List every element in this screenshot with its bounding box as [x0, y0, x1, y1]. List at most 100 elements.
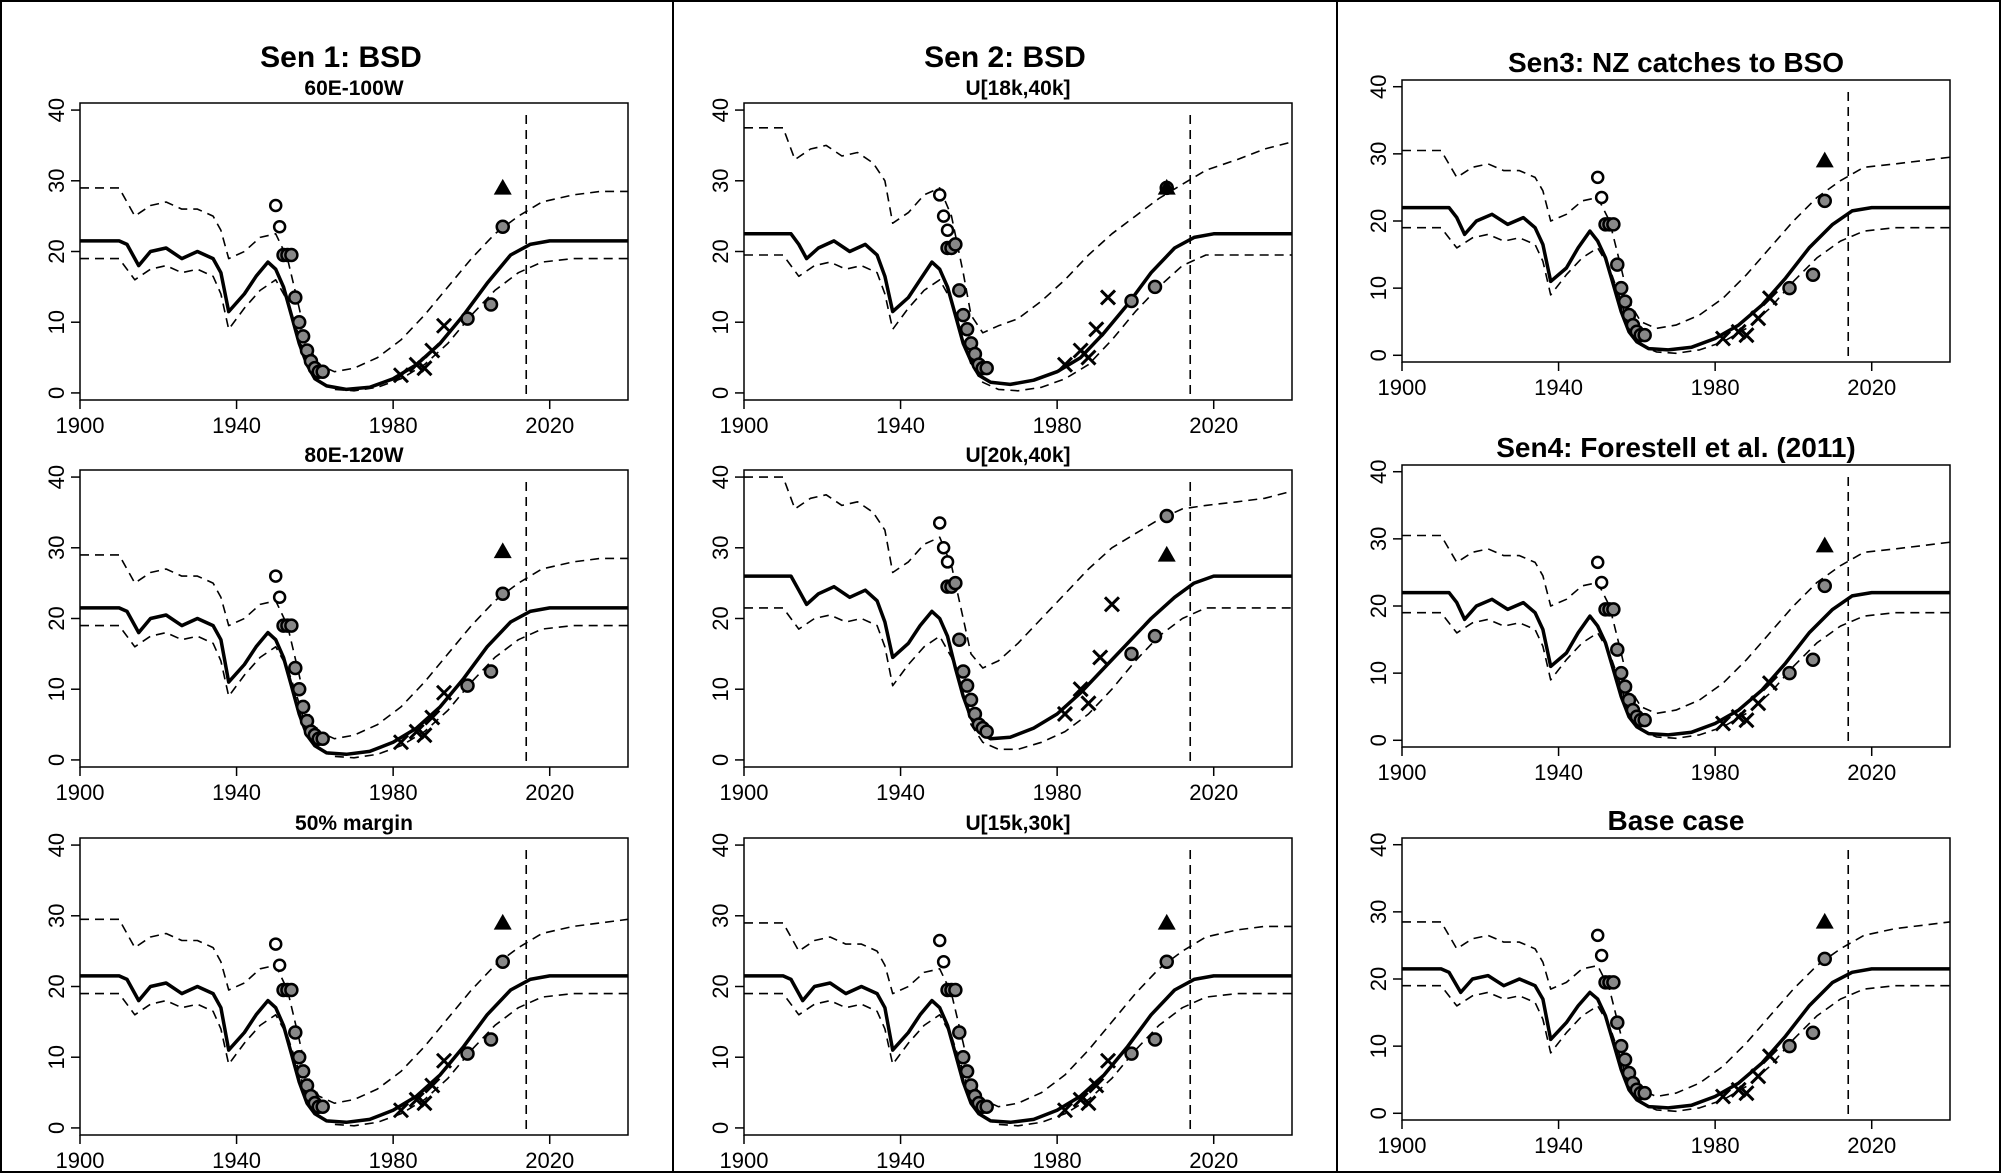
filled-circle-point	[1817, 193, 1832, 209]
triangle-point	[1157, 913, 1176, 930]
filled-circle-point	[1805, 652, 1821, 667]
y-tick-label: 30	[44, 169, 69, 193]
y-tick-label: 10	[708, 677, 733, 701]
y-tick-label: 0	[708, 387, 733, 399]
x-tick-label: 1980	[369, 1148, 418, 1173]
cross-point	[435, 317, 453, 334]
open-circle-point	[1590, 555, 1605, 570]
filled-circle-point	[979, 724, 994, 739]
open-circle-point	[268, 198, 283, 213]
filled-circle-point	[291, 681, 307, 697]
median-trajectory-line	[80, 239, 628, 392]
y-tick-label: 20	[1366, 209, 1391, 233]
cross-point	[1738, 712, 1755, 729]
filled-circle-point	[1613, 665, 1629, 681]
filled-circle-point	[959, 1064, 975, 1079]
column-title-sen2: Sen 2: BSD	[924, 41, 1086, 74]
panel-title: 60E-100W	[304, 77, 403, 100]
cross-point	[424, 1077, 441, 1094]
interval-bound-line	[1402, 984, 1950, 1113]
open-circle-point	[932, 933, 947, 948]
y-tick-label: 30	[44, 536, 69, 560]
y-tick-label: 40	[708, 465, 733, 489]
y-tick-label: 20	[708, 606, 733, 630]
cross-point	[1080, 1095, 1097, 1112]
filled-circle-point	[295, 699, 311, 715]
panel-p31: 50% margin 1900 1940 1980 2020 0 10 20 30 40	[44, 812, 629, 1173]
x-tick-label: 1980	[1691, 1133, 1740, 1158]
cross-point	[1750, 1068, 1767, 1085]
filled-circle-point	[295, 1064, 311, 1079]
filled-circle-point	[1147, 279, 1163, 295]
open-circle-point	[272, 958, 287, 973]
filled-circle-point	[1805, 267, 1821, 282]
filled-circle-point	[483, 297, 499, 312]
filled-circle-point	[1637, 327, 1652, 343]
y-tick-label: 20	[44, 974, 69, 998]
x-tick-label: 1980	[369, 780, 418, 805]
interval-bound-line	[744, 127, 1292, 334]
open-circle-point	[936, 541, 951, 555]
filled-circle-point	[955, 307, 971, 323]
x-tick-label: 1940	[212, 780, 261, 805]
filled-circle-point	[1124, 646, 1139, 662]
y-tick-label: 40	[708, 98, 733, 122]
cross-point	[1099, 1052, 1117, 1069]
y-tick-label: 20	[708, 974, 733, 998]
cross-point	[1714, 715, 1732, 732]
interval-bound-line	[1402, 611, 1950, 740]
cross-point	[435, 1052, 453, 1069]
cross-point	[1099, 289, 1117, 306]
panel-p21: 80E-120W 1900 1940 1980 2020 0 10 20 30 40	[44, 444, 629, 805]
filled-circle-point	[979, 1099, 994, 1114]
y-tick-label: 10	[1366, 276, 1391, 300]
cross-point	[1080, 349, 1097, 366]
y-tick-label: 30	[708, 536, 733, 560]
filled-circle-point	[948, 237, 963, 252]
filled-circle-point	[959, 678, 975, 693]
panel-p11: 60E-100W 1900 1940 1980 2020 0 10 20 30 40	[44, 77, 629, 438]
panel-p33: Base case 1900 1940 1980 2020 0 10 20 30 40	[1366, 805, 1951, 1158]
y-tick-label: 20	[44, 239, 69, 263]
y-tick-label: 10	[44, 677, 69, 701]
open-circle-point	[1594, 948, 1609, 963]
x-tick-label: 1940	[876, 413, 925, 438]
y-tick-label: 20	[44, 606, 69, 630]
filled-circle-point	[1159, 954, 1174, 969]
filled-circle-point	[1617, 294, 1633, 309]
x-tick-label: 1980	[1033, 1148, 1082, 1173]
filled-circle-point	[284, 247, 299, 263]
triangle-point	[493, 913, 512, 930]
open-circle-point	[1594, 190, 1609, 205]
y-tick-label: 30	[708, 169, 733, 193]
triangle-point	[493, 178, 512, 195]
x-tick-label: 2020	[1847, 375, 1896, 400]
x-tick-label: 1940	[876, 780, 925, 805]
x-tick-label: 1900	[720, 1148, 769, 1173]
cross-point	[1738, 327, 1755, 344]
x-tick-label: 2020	[525, 780, 574, 805]
y-tick-label: 0	[1366, 734, 1391, 746]
median-trajectory-line	[744, 574, 1292, 741]
cross-point	[416, 1095, 433, 1112]
cross-point	[1092, 649, 1109, 666]
filled-circle-point	[288, 1025, 303, 1040]
cross-point	[1056, 705, 1074, 723]
cross-point	[1103, 596, 1121, 613]
x-tick-label: 1980	[1033, 780, 1082, 805]
panel-title: Base case	[1607, 805, 1744, 836]
y-tick-label: 20	[1366, 594, 1391, 618]
x-tick-label: 1900	[720, 780, 769, 805]
x-tick-label: 2020	[525, 1148, 574, 1173]
cross-point	[1714, 1088, 1732, 1105]
x-tick-label: 2020	[1189, 413, 1238, 438]
panel-title: U[18k,40k]	[965, 77, 1070, 100]
open-circle-point	[272, 590, 287, 605]
y-tick-label: 30	[1366, 142, 1391, 166]
triangle-point	[1815, 912, 1834, 929]
x-tick-label: 1900	[56, 1148, 105, 1173]
panel-p13: Sen3: NZ catches to BSO 1900 1940 1980 2020 0…	[1366, 47, 1951, 400]
panel-title: 50% margin	[295, 812, 413, 835]
x-tick-label: 1900	[56, 413, 105, 438]
x-tick-label: 1980	[1033, 413, 1082, 438]
